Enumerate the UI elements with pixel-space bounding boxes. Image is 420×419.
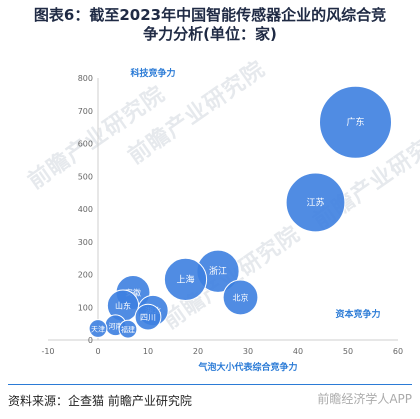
watermark-bottom: 前瞻经济学人APP xyxy=(317,392,412,406)
bubble-天津 xyxy=(88,319,108,338)
chart-bubbles: 广东江苏浙江上海北京安徽山东湖北四川河南福建天津 xyxy=(88,85,392,339)
y-tick-label: 600 xyxy=(78,140,93,149)
bubble-label: 上海 xyxy=(176,273,194,285)
y-tick-label: 800 xyxy=(78,74,93,83)
bubble-label: 天津 xyxy=(91,326,105,334)
x-tick-label: 30 xyxy=(243,347,253,356)
bubble-chart: -10 0 10 20 30 40 50 60 0 100 200 300 400 500 600 700 80… xyxy=(0,58,420,383)
source-note: 资料来源：企查猫 前瞻产业研究院 xyxy=(8,394,192,408)
y-tick-label: 500 xyxy=(78,172,93,181)
bubble-福建 xyxy=(118,319,138,339)
bubble-label: 安徽 xyxy=(125,288,141,298)
right-axis-title: 资本竞争力 xyxy=(335,308,380,320)
chart-axes: -10 0 10 20 30 40 50 60010020030040050060070080… xyxy=(41,74,403,356)
chart-svg: -10 0 10 20 30 40 50 60010020030040050060070080… xyxy=(41,67,403,373)
bubble-江苏 xyxy=(285,172,346,233)
x-tick-label: 0 xyxy=(95,347,100,356)
y-tick-label: 400 xyxy=(78,205,93,214)
x-axis-title: 气泡大小代表综合竞争力 xyxy=(197,361,297,373)
y-tick-label: 300 xyxy=(78,238,93,247)
x-tick-label: 20 xyxy=(193,347,203,356)
y-tick-label: 700 xyxy=(78,107,93,116)
x-tick-label: -10 xyxy=(41,347,54,356)
bubble-四川 xyxy=(134,303,162,331)
bubble-label: 北京 xyxy=(233,292,249,302)
bubble-label: 浙江 xyxy=(209,265,227,277)
bubble-label: 江苏 xyxy=(306,196,324,208)
y-axis-title: 科技竞争力 xyxy=(131,67,176,79)
bubble-北京 xyxy=(222,279,259,316)
x-tick-label: 60 xyxy=(393,347,403,356)
chart-title: 图表6：截至2023年中国智能传感器企业的风综合竞 争力分析(单位：家) xyxy=(0,6,420,44)
x-tick-label: 40 xyxy=(293,347,303,356)
chart-title-line2: 争力分析(单位：家) xyxy=(143,25,277,43)
bubble-label: 广东 xyxy=(346,116,364,128)
bubble-label: 四川 xyxy=(140,313,156,322)
y-tick-label: 0 xyxy=(88,336,93,345)
x-tick-label: 10 xyxy=(143,347,153,356)
y-tick-label: 100 xyxy=(78,303,93,312)
x-tick-label: 50 xyxy=(343,347,353,356)
chart-title-line1: 图表6：截至2023年中国智能传感器企业的风综合竞 xyxy=(33,6,387,24)
bubble-label: 河南 xyxy=(109,321,123,330)
footer-divider xyxy=(8,384,412,385)
bubble-label: 山东 xyxy=(115,301,131,311)
bubble-label: 福建 xyxy=(121,325,135,334)
y-tick-label: 200 xyxy=(78,271,93,280)
bubble-广东 xyxy=(319,85,392,159)
bubble-上海 xyxy=(163,257,208,302)
